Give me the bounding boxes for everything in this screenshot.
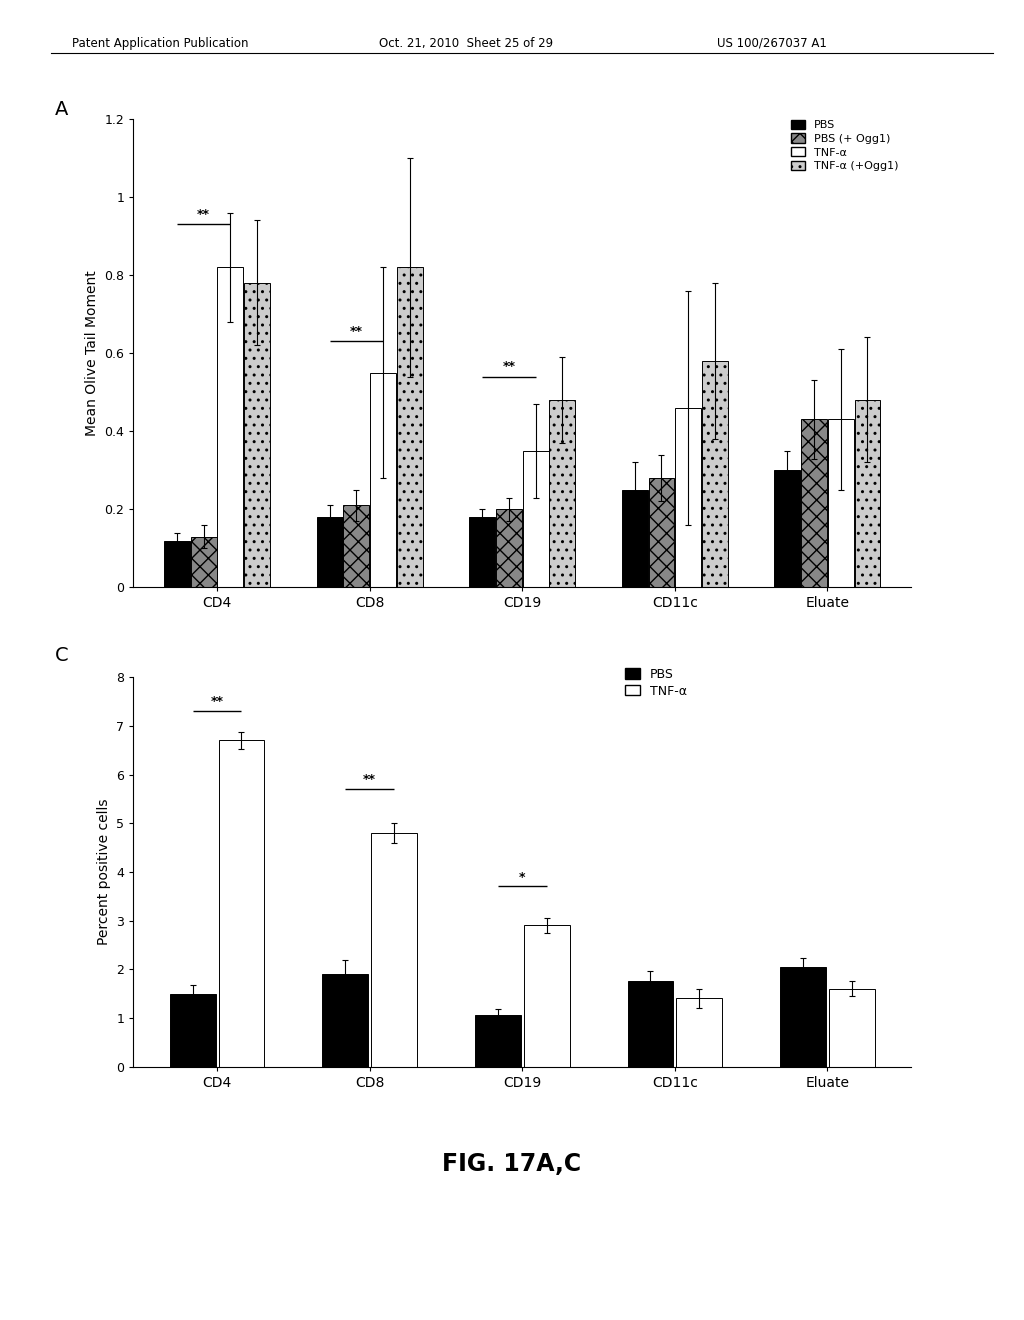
Bar <box>323 974 368 1067</box>
Text: **: ** <box>211 696 223 709</box>
Bar <box>549 400 575 587</box>
Bar <box>170 994 215 1067</box>
Bar <box>244 282 270 587</box>
Legend: PBS, PBS (+ Ogg1), TNF-α, TNF-α (+Ogg1): PBS, PBS (+ Ogg1), TNF-α, TNF-α (+Ogg1) <box>792 120 898 172</box>
Text: US 100/267037 A1: US 100/267037 A1 <box>717 37 826 50</box>
Bar <box>316 517 343 587</box>
Bar <box>774 470 801 587</box>
Bar <box>523 925 569 1067</box>
Bar <box>371 833 417 1067</box>
Bar <box>469 517 496 587</box>
Bar <box>190 537 217 587</box>
Text: C: C <box>55 645 69 665</box>
Text: A: A <box>55 100 69 119</box>
Bar <box>854 400 881 587</box>
Bar <box>648 478 675 587</box>
Bar <box>475 1015 521 1067</box>
Bar <box>217 267 244 587</box>
Bar <box>522 450 549 587</box>
Bar <box>827 420 854 587</box>
Bar <box>164 541 190 587</box>
Bar <box>829 989 874 1067</box>
Text: **: ** <box>364 774 376 787</box>
Text: Patent Application Publication: Patent Application Publication <box>72 37 248 50</box>
Bar <box>370 372 396 587</box>
Bar <box>677 998 722 1067</box>
Bar <box>780 966 826 1067</box>
Legend: PBS, TNF-α: PBS, TNF-α <box>626 668 687 697</box>
Text: **: ** <box>350 325 362 338</box>
Bar <box>343 506 370 587</box>
Bar <box>496 510 522 587</box>
Text: *: * <box>519 871 525 883</box>
Bar <box>396 267 423 587</box>
Y-axis label: Mean Olive Tail Moment: Mean Olive Tail Moment <box>85 271 98 436</box>
Text: Oct. 21, 2010  Sheet 25 of 29: Oct. 21, 2010 Sheet 25 of 29 <box>379 37 553 50</box>
Bar <box>628 981 674 1067</box>
Text: FIG. 17A,C: FIG. 17A,C <box>442 1152 582 1176</box>
Bar <box>675 408 701 587</box>
Bar <box>801 420 827 587</box>
Bar <box>218 741 264 1067</box>
Text: **: ** <box>503 360 515 374</box>
Text: **: ** <box>198 209 210 222</box>
Bar <box>622 490 648 587</box>
Bar <box>701 360 728 587</box>
Y-axis label: Percent positive cells: Percent positive cells <box>96 799 111 945</box>
